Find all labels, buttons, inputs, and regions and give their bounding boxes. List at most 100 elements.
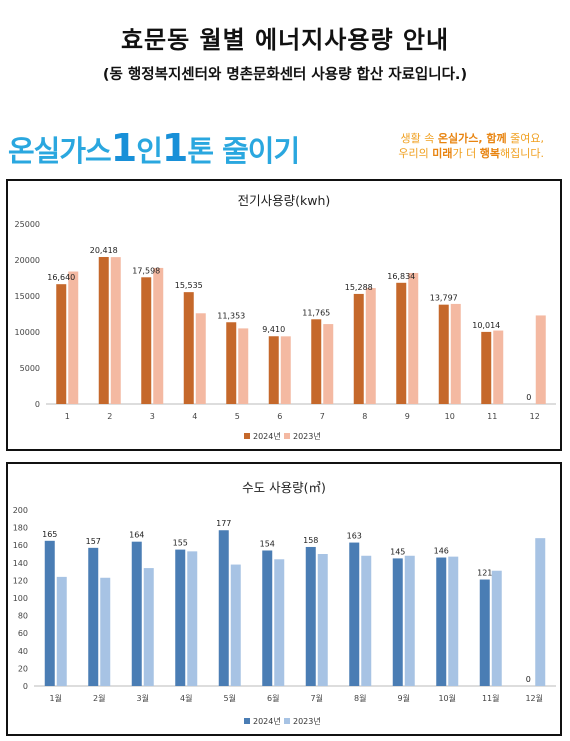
legend-swatch-2023 (284, 718, 290, 724)
y-tick-label: 20 (18, 664, 28, 673)
bar-2023 (56, 576, 67, 686)
bar-2023 (238, 328, 249, 404)
x-tick-label: 7 (320, 412, 325, 421)
x-tick-label: 10 (445, 412, 455, 421)
bar-2024 (141, 277, 152, 404)
data-label: 15,535 (175, 281, 203, 290)
data-label: 20,418 (90, 246, 118, 255)
data-label: 158 (303, 536, 318, 545)
data-label: 121 (477, 569, 492, 578)
legend-label: 2023년 (293, 716, 321, 726)
chart-title: 수도 사용량(㎥) (242, 480, 326, 495)
legend-label: 2024년 (253, 431, 281, 441)
bar-2023 (100, 577, 111, 686)
data-label: 0 (526, 675, 531, 684)
bar-2024 (311, 319, 322, 404)
y-tick-label: 5000 (20, 364, 40, 373)
legend-swatch-2023 (284, 433, 290, 439)
data-label: 17,598 (132, 266, 160, 275)
bar-2023 (535, 315, 546, 404)
y-tick-label: 60 (18, 629, 28, 638)
bar-2024 (349, 542, 360, 686)
x-tick-label: 9월 (398, 693, 410, 703)
data-label: 177 (216, 519, 231, 528)
x-tick-label: 3월 (137, 693, 149, 703)
x-tick-label: 4월 (180, 693, 192, 703)
bar-2023 (404, 555, 415, 686)
bar-2023 (448, 556, 459, 686)
chart-title: 전기사용량(kwh) (238, 193, 331, 208)
y-tick-label: 10000 (15, 328, 40, 337)
bar-2024 (436, 557, 447, 686)
bar-2023 (274, 559, 285, 686)
y-tick-label: 200 (13, 506, 28, 515)
page-title: 효문동 월별 에너지사용량 안내 (120, 26, 450, 54)
y-tick-label: 0 (35, 400, 40, 409)
bar-2023 (493, 330, 504, 404)
bar-2023 (317, 554, 328, 686)
bar-2024 (268, 336, 279, 404)
y-tick-label: 15000 (15, 292, 40, 301)
legend-swatch-2024 (244, 718, 250, 724)
x-tick-label: 7월 (311, 693, 323, 703)
campaign-slogan: 온실가스1인1톤 줄이기 (8, 126, 300, 170)
bar-2023 (361, 555, 372, 686)
data-label: 0 (526, 393, 531, 402)
data-label: 16,640 (47, 273, 75, 282)
bar-2023 (195, 313, 206, 404)
bar-2023 (143, 568, 154, 686)
bar-2023 (535, 538, 546, 686)
bar-2023 (365, 288, 376, 404)
water-chart: 수도 사용량(㎥)2001801601401201008060402001651… (13, 480, 556, 726)
slogan-part3: 톤 줄이기 (187, 134, 300, 168)
legend-swatch-2024 (244, 433, 250, 439)
x-tick-label: 3 (150, 412, 155, 421)
data-label: 154 (260, 539, 275, 548)
x-tick-label: 6 (277, 412, 282, 421)
data-label: 10,014 (472, 321, 500, 330)
bar-2024 (353, 293, 364, 404)
bar-2024 (175, 549, 186, 686)
data-label: 16,834 (387, 272, 415, 281)
bar-2024 (438, 304, 449, 404)
bar-2024 (305, 546, 316, 686)
bar-2024 (183, 292, 194, 404)
data-label: 15,288 (345, 283, 373, 292)
bar-2024 (56, 284, 67, 404)
slogan-part2: 인 (136, 134, 163, 168)
legend-label: 2023년 (293, 431, 321, 441)
y-tick-label: 140 (13, 559, 28, 568)
y-tick-label: 80 (18, 612, 28, 621)
x-tick-label: 9 (405, 412, 410, 421)
x-tick-label: 2 (107, 412, 112, 421)
data-label: 11,765 (302, 308, 330, 317)
x-tick-label: 5월 (224, 693, 236, 703)
y-tick-label: 180 (13, 524, 28, 533)
data-label: 9,410 (262, 325, 285, 334)
bar-2024 (396, 282, 407, 404)
bar-2023 (450, 303, 461, 404)
bar-2024 (479, 579, 490, 686)
data-label: 13,797 (430, 294, 458, 303)
x-tick-label: 8 (362, 412, 367, 421)
bar-2023 (187, 551, 198, 686)
electricity-chart-panel: 전기사용량(kwh) 25000 20000 15000 10000 5000 0 16,64… (6, 179, 562, 451)
x-tick-label: 11 (487, 412, 497, 421)
bar-2024 (88, 547, 99, 686)
water-chart-panel: 수도 사용량(㎥) 200 180 160 140 120 100 80 60 40 20 0 165 1… (6, 462, 562, 736)
bar-2024 (226, 322, 237, 404)
bar-2023 (491, 570, 502, 686)
y-tick-label: 120 (13, 576, 28, 585)
bar-2023 (68, 271, 79, 404)
bar-2024 (392, 558, 403, 686)
data-label: 11,353 (217, 311, 245, 320)
tagline-line1: 생활 속 온실가스, 함께 줄여요, (400, 132, 544, 145)
legend-label: 2024년 (253, 716, 281, 726)
x-tick-label: 11월 (482, 693, 500, 703)
slogan-part1: 온실가스 (8, 134, 112, 168)
x-tick-label: 1 (65, 412, 70, 421)
data-label: 157 (86, 537, 101, 546)
electricity-chart: 전기사용량(kwh) 25000 20000 15000 10000 5000 0 16,64… (15, 193, 556, 441)
bar-2024 (44, 540, 55, 686)
x-tick-label: 1월 (50, 693, 62, 703)
